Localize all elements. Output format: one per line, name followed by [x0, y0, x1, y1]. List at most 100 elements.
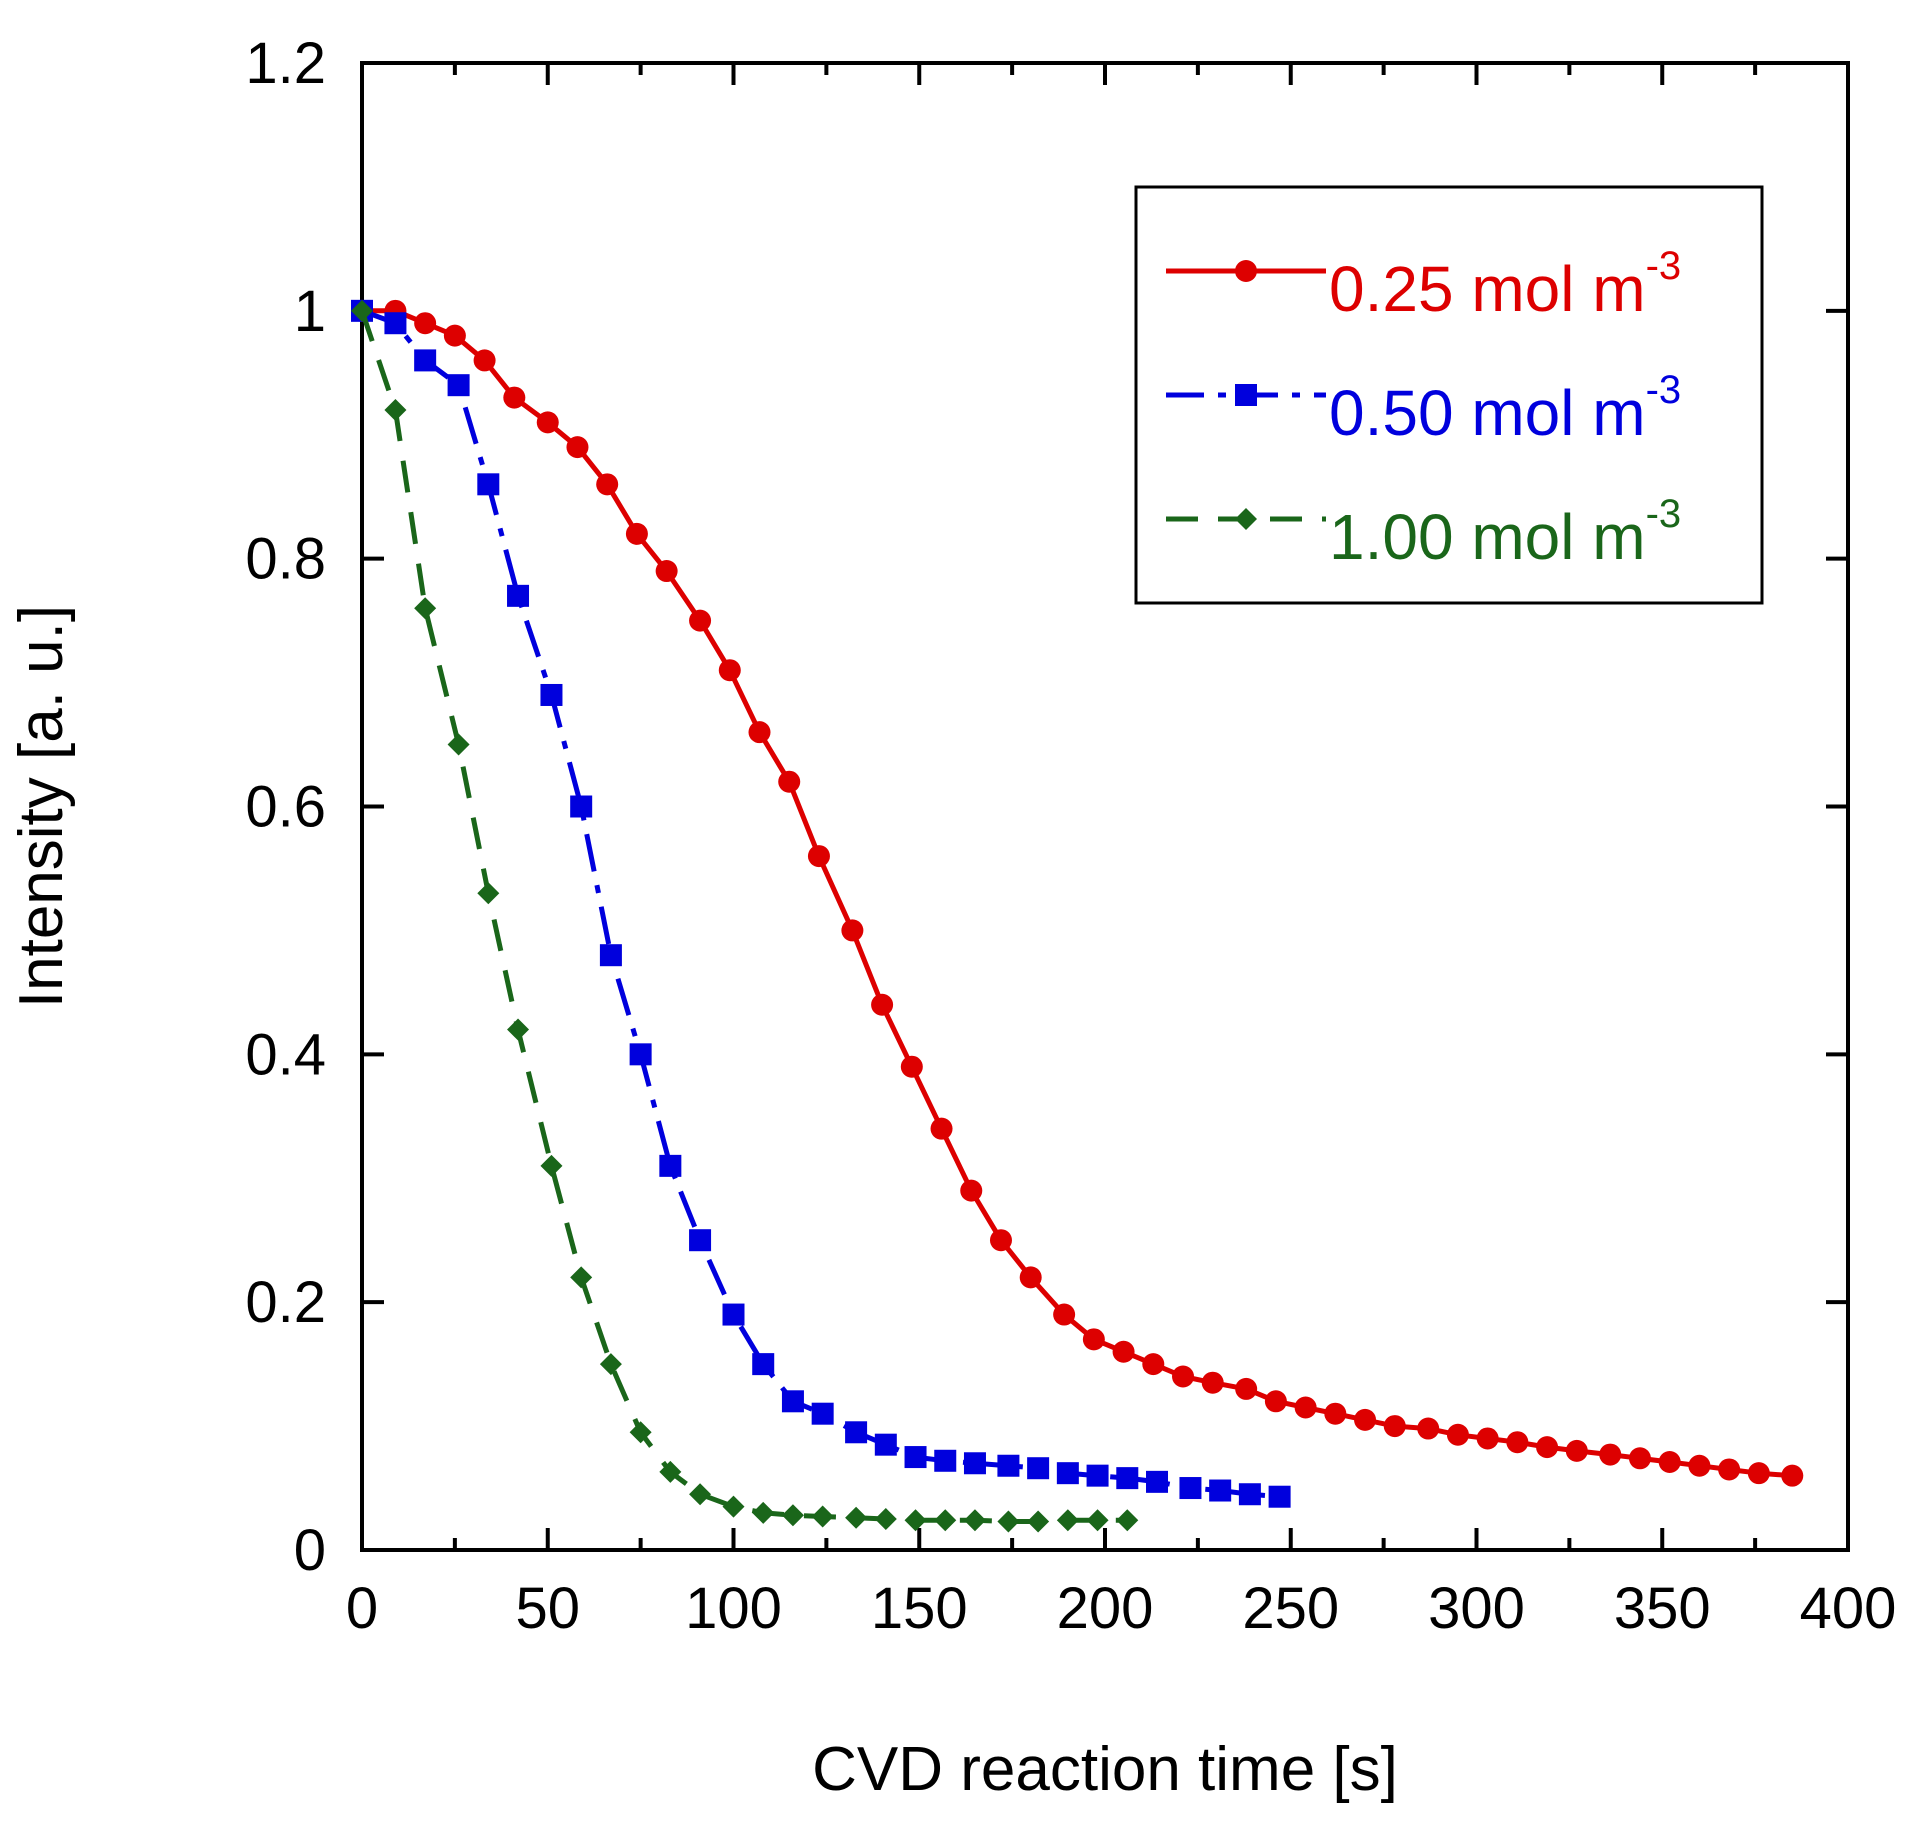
data-point-series-1: [503, 386, 526, 409]
x-tick-label: 300: [1428, 1576, 1525, 1641]
data-point-series-1: [536, 411, 559, 434]
data-point-series-1: [1658, 1451, 1681, 1474]
data-point-series-1: [473, 349, 496, 372]
data-point-series-2: [997, 1454, 1020, 1477]
data-point-series-2: [1179, 1477, 1202, 1500]
x-axis-title: CVD reaction time [s]: [812, 1735, 1398, 1804]
data-point-series-1: [1747, 1462, 1770, 1485]
axes-group: 0 50 100 150 200 250 300 350 400 0 0.2 0.4 0.6 0.8 1 1.…: [245, 31, 1896, 1641]
data-point-series-1: [625, 522, 648, 545]
x-tick-label: 400: [1800, 1576, 1897, 1641]
data-point-series-2: [629, 1043, 652, 1066]
data-point-series-1: [930, 1117, 953, 1140]
data-point-series-2: [414, 349, 437, 372]
data-point-series-3: [722, 1495, 745, 1518]
data-point-series-1: [596, 473, 619, 496]
x-tick-label: 0: [346, 1576, 378, 1641]
legend-group: 0.25 mol m-3 0.50 mol m-3 1.00 mol m-3: [1134, 185, 1764, 605]
data-point-series-1: [1417, 1417, 1440, 1440]
data-point-series-1: [718, 659, 741, 682]
data-point-series-3: [689, 1483, 712, 1506]
data-point-series-2: [477, 473, 500, 496]
data-point-series-1: [841, 919, 864, 942]
data-point-series-3: [845, 1506, 868, 1529]
data-point-series-1: [566, 436, 589, 459]
data-point-series-2: [570, 795, 593, 818]
data-point-series-2: [963, 1452, 986, 1475]
data-point-series-2: [811, 1402, 834, 1425]
data-point-series-1: [1446, 1423, 1469, 1446]
data-point-series-1: [1019, 1266, 1042, 1289]
data-point-series-3: [904, 1509, 927, 1532]
data-point-series-3: [874, 1508, 897, 1531]
data-point-series-3: [934, 1509, 957, 1532]
series-line-3: [359, 310, 1128, 1524]
data-point-series-3: [629, 1421, 652, 1444]
data-point-series-1: [1383, 1415, 1406, 1438]
data-point-series-2: [689, 1229, 712, 1252]
data-point-series-2: [384, 312, 407, 335]
data-point-series-3: [1116, 1509, 1139, 1532]
data-point-series-1: [1565, 1439, 1588, 1462]
data-point-series-3: [659, 1460, 682, 1483]
data-point-series-1: [871, 993, 894, 1016]
data-point-series-3: [963, 1509, 986, 1532]
data-point-series-3: [447, 733, 470, 756]
y-tick-label: 0.6: [245, 775, 326, 840]
data-point-series-3: [811, 1505, 834, 1528]
data-point-series-3: [752, 1501, 775, 1524]
data-point-series-1: [1201, 1371, 1224, 1394]
data-point-series-1: [1506, 1431, 1529, 1454]
y-axis-title: Intensity [a. u.]: [7, 605, 76, 1008]
data-point-series-3: [570, 1266, 593, 1289]
data-point-series-3: [781, 1504, 804, 1527]
x-tick-label: 250: [1242, 1576, 1339, 1641]
y-tick-label: 0.8: [245, 527, 326, 592]
y-tick-label: 1: [294, 279, 326, 344]
legend-marker-3: [1235, 508, 1257, 530]
data-point-series-1: [414, 312, 437, 335]
data-point-series-2: [1146, 1470, 1169, 1493]
data-point-series-1: [443, 324, 466, 347]
data-point-series-3: [477, 882, 500, 905]
data-point-series-2: [1027, 1457, 1050, 1480]
data-point-series-3: [1086, 1509, 1109, 1532]
legend-label-3: 1.00 mol m-3: [1329, 492, 1681, 573]
data-point-series-1: [960, 1179, 983, 1202]
data-point-series-1: [655, 560, 678, 583]
x-tick-label: 200: [1057, 1576, 1154, 1641]
data-point-series-3: [997, 1510, 1020, 1533]
data-point-series-1: [1324, 1402, 1347, 1425]
y-tick-label: 0.4: [245, 1022, 326, 1087]
data-point-series-3: [1027, 1510, 1050, 1533]
legend-marker-2: [1235, 384, 1257, 406]
data-point-series-2: [874, 1433, 897, 1456]
data-point-series-3: [599, 1353, 622, 1376]
data-point-series-1: [1354, 1408, 1377, 1431]
x-tick-label: 100: [685, 1576, 782, 1641]
data-point-series-2: [722, 1303, 745, 1326]
data-point-series-1: [748, 721, 771, 744]
data-point-series-2: [1238, 1483, 1261, 1506]
data-point-series-1: [1599, 1443, 1622, 1466]
data-point-series-3: [414, 597, 437, 620]
data-point-series-2: [1116, 1467, 1139, 1490]
data-point-series-2: [845, 1421, 868, 1444]
data-point-series-1: [778, 770, 801, 793]
data-point-series-2: [1209, 1479, 1232, 1502]
data-point-series-2: [1268, 1485, 1291, 1508]
x-tick-label: 150: [871, 1576, 968, 1641]
data-point-series-1: [900, 1055, 923, 1078]
x-tick-label: 350: [1614, 1576, 1711, 1641]
data-point-series-1: [1235, 1377, 1258, 1400]
data-point-series-3: [507, 1018, 530, 1041]
data-point-series-3: [384, 398, 407, 421]
data-point-series-1: [1688, 1454, 1711, 1477]
y-tick-label: 0: [294, 1518, 326, 1583]
data-point-series-1: [1476, 1427, 1499, 1450]
series-group: [351, 299, 1804, 1533]
data-point-series-2: [752, 1353, 775, 1376]
legend-marker-1: [1235, 260, 1257, 282]
